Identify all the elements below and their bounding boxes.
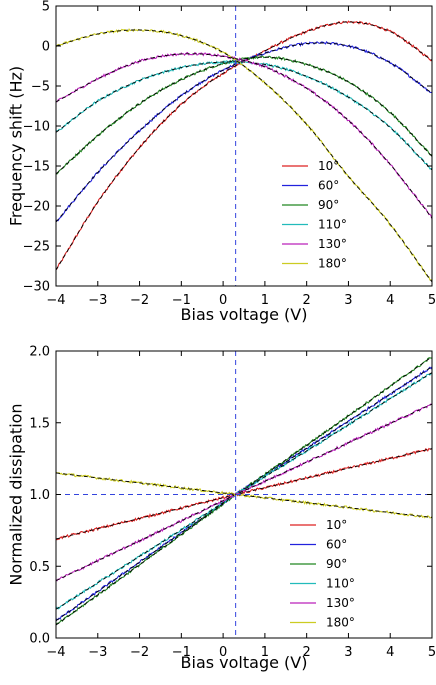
dissipation-ytick-label: 1.5 <box>29 416 50 431</box>
frequency-shift-xtick-label: 3 <box>344 293 352 308</box>
frequency-shift-xtick-label: −3 <box>88 293 107 308</box>
dissipation-fit-60-deg <box>56 366 432 622</box>
dissipation-legend-label-10-deg: 10° <box>326 518 347 532</box>
frequency-shift-fit-10-deg <box>56 21 432 271</box>
frequency-shift-series-110-deg <box>56 59 432 170</box>
frequency-shift-ytick-label: −25 <box>23 240 50 255</box>
frequency-shift-fit-130-deg <box>56 53 432 219</box>
dissipation-reference-lines <box>56 351 432 638</box>
dissipation-legend-label-60-deg: 60° <box>326 538 347 552</box>
dissipation-ytick-label: 0.5 <box>29 560 50 575</box>
frequency-shift-ytick-label: −30 <box>23 280 50 295</box>
frequency-shift-legend-label-60-deg: 60° <box>318 179 339 193</box>
dissipation-xtick-label: −4 <box>46 645 65 660</box>
dissipation-series-60-deg <box>56 366 432 622</box>
dissipation-panel: −4 −3 −2 −1 0 1 2 3 4 5 0.0 0.5 1.0 1.5 2.0 Bias volta… <box>7 345 436 673</box>
frequency-shift-xtick-label: 1 <box>261 293 269 308</box>
dissipation-xtick-label: −2 <box>130 645 149 660</box>
dissipation-ytick-label: 1.0 <box>29 488 50 503</box>
frequency-shift-fit-180-deg <box>56 29 432 283</box>
frequency-shift-xtick-label: 5 <box>428 293 436 308</box>
frequency-shift-ytick-label: −15 <box>23 160 50 175</box>
dissipation-xtick-label: −1 <box>172 645 191 660</box>
dissipation-series-110-deg <box>56 372 432 610</box>
frequency-shift-ytick-label: 5 <box>42 0 50 15</box>
frequency-shift-xtick-label: −1 <box>172 293 191 308</box>
dissipation-legend-label-90-deg: 90° <box>326 557 347 571</box>
frequency-shift-xtick-label: 0 <box>219 293 227 308</box>
frequency-shift-xtick-label: 4 <box>386 293 394 308</box>
dissipation-xtick-label: 1 <box>261 645 269 660</box>
frequency-shift-xtick-label: −2 <box>130 293 149 308</box>
dissipation-xlabel: Bias voltage (V) <box>181 653 308 672</box>
frequency-shift-xtick-label: −4 <box>46 293 65 308</box>
dissipation-xtick-label: 4 <box>386 645 394 660</box>
frequency-shift-ticks: −4 −3 −2 −1 0 1 2 3 4 5−30−25−20−15−10−505 <box>23 0 436 308</box>
frequency-shift-series-180-deg <box>56 28 432 282</box>
dissipation-ylabel: Normalized dissipation <box>7 403 26 585</box>
frequency-shift-fit-60-deg <box>56 42 432 223</box>
dissipation-xtick-label: 0 <box>219 645 227 660</box>
frequency-shift-xlabel: Bias voltage (V) <box>181 305 308 324</box>
dissipation-xtick-label: 2 <box>303 645 311 660</box>
frequency-shift-fit-90-deg <box>56 56 432 175</box>
dissipation-legend-label-110-deg: 110° <box>326 577 355 591</box>
frequency-shift-plot-frame <box>55 5 433 287</box>
frequency-shift-ytick-label: −10 <box>23 120 50 135</box>
frequency-shift-fit-110-deg <box>56 61 432 171</box>
frequency-shift-xtick-label: 2 <box>303 293 311 308</box>
dissipation-legend-label-180-deg: 180° <box>326 616 355 630</box>
frequency-shift-panel: −4 −3 −2 −1 0 1 2 3 4 5−30−25−20−15−10−505 Bias v… <box>7 0 436 324</box>
frequency-shift-series-130-deg <box>56 51 432 220</box>
dissipation-fit-10-deg <box>56 448 432 540</box>
dissipation-ytick-label: 0.0 <box>29 632 50 647</box>
frequency-shift-ytick-label: −20 <box>23 200 50 215</box>
frequency-shift-ytick-label: 0 <box>42 40 50 55</box>
frequency-shift-series-60-deg <box>56 41 432 223</box>
frequency-shift-legend-label-110-deg: 110° <box>318 218 347 232</box>
dissipation-series-180-deg <box>56 471 432 519</box>
dissipation-series-10-deg <box>56 447 432 541</box>
frequency-shift-legend: 10° 60° 90° 110° 130° 180° <box>282 159 347 271</box>
frequency-shift-series <box>56 20 432 283</box>
dissipation-fit-180-deg <box>56 472 432 518</box>
frequency-shift-legend-label-180-deg: 180° <box>318 257 347 271</box>
dissipation-series <box>56 356 432 626</box>
frequency-shift-legend-label-10-deg: 10° <box>318 159 339 173</box>
frequency-shift-ytick-label: −5 <box>31 80 50 95</box>
frequency-shift-legend-label-130-deg: 130° <box>318 237 347 251</box>
dissipation-fit-130-deg <box>56 403 432 582</box>
frequency-shift-ylabel: Frequency shift (Hz) <box>7 66 26 226</box>
dissipation-ytick-label: 2.0 <box>29 345 50 360</box>
dissipation-legend: 10° 60° 90° 110° 130° 180° <box>290 518 355 630</box>
dissipation-legend-label-130-deg: 130° <box>326 596 355 610</box>
dissipation-xtick-label: −3 <box>88 645 107 660</box>
dissipation-xtick-label: 3 <box>344 645 352 660</box>
dissipation-ticks: −4 −3 −2 −1 0 1 2 3 4 5 0.0 0.5 1.0 1.5 2.0 <box>29 345 436 661</box>
dissipation-xtick-label: 5 <box>428 645 436 660</box>
frequency-shift-series-90-deg <box>56 55 432 175</box>
frequency-shift-legend-label-90-deg: 90° <box>318 198 339 212</box>
